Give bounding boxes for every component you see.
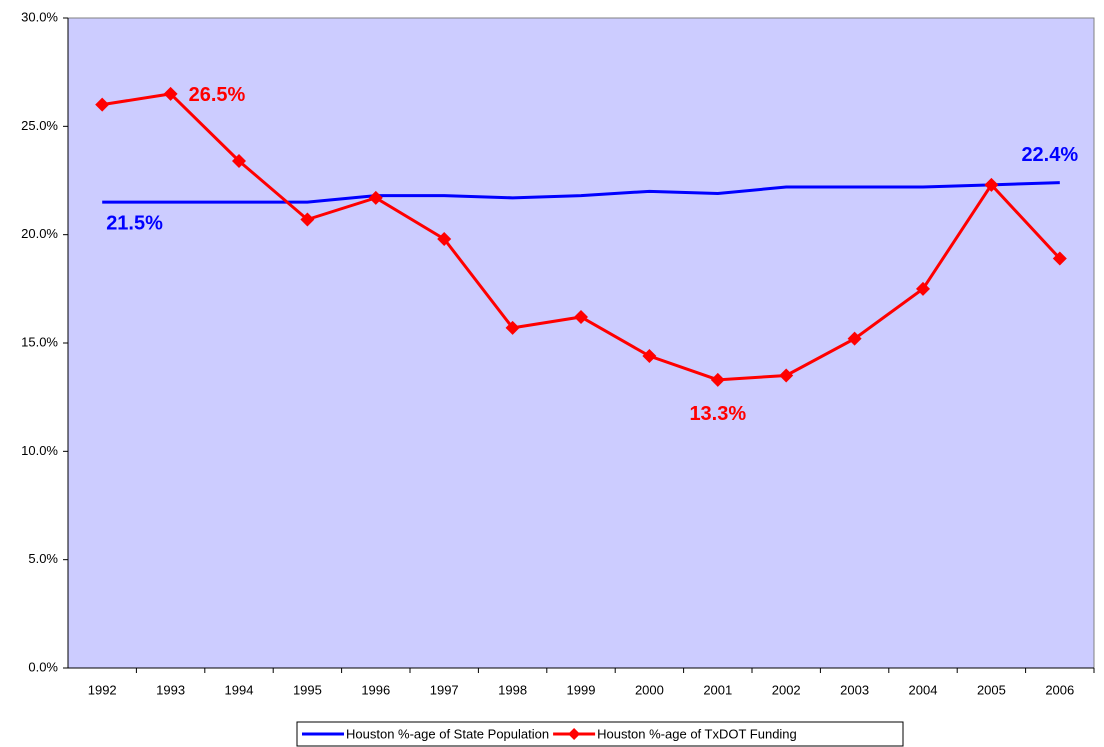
x-tick-label: 1999 xyxy=(567,682,596,697)
x-tick-label: 1993 xyxy=(156,682,185,697)
x-tick-label: 1995 xyxy=(293,682,322,697)
y-tick-label: 15.0% xyxy=(21,334,58,349)
y-tick-label: 5.0% xyxy=(28,551,58,566)
data-label: 21.5% xyxy=(106,212,163,234)
x-tick-label: 1996 xyxy=(361,682,390,697)
point-marker xyxy=(232,154,246,168)
point-marker xyxy=(710,372,725,387)
point-marker xyxy=(163,86,178,101)
y-tick-label: 10.0% xyxy=(21,443,58,458)
x-tick-label: 2000 xyxy=(635,682,664,697)
x-tick-label: 2006 xyxy=(1045,682,1074,697)
point-marker xyxy=(642,349,657,363)
y-tick-label: 30.0% xyxy=(21,9,58,24)
x-tick-label: 1998 xyxy=(498,682,527,697)
x-tick-label: 2005 xyxy=(977,682,1006,697)
y-tick-label: 0.0% xyxy=(28,659,58,674)
x-tick-label: 1997 xyxy=(430,682,459,697)
point-marker xyxy=(300,212,315,227)
legend-label: Houston %-age of State Population xyxy=(346,726,549,741)
data-label: 22.4% xyxy=(1021,144,1078,166)
point-marker xyxy=(1052,251,1067,266)
x-tick-label: 2001 xyxy=(703,682,732,697)
legend-marker xyxy=(568,728,581,740)
legend-label: Houston %-age of TxDOT Funding xyxy=(597,726,797,741)
data-label: 26.5% xyxy=(189,84,246,106)
x-tick-label: 2004 xyxy=(909,682,938,697)
plot-area xyxy=(67,17,1095,669)
point-marker xyxy=(779,368,794,383)
point-marker xyxy=(505,320,520,335)
point-marker xyxy=(95,97,110,112)
x-tick-label: 2003 xyxy=(840,682,869,697)
x-tick-label: 2002 xyxy=(772,682,801,697)
point-marker xyxy=(847,331,862,346)
series-line xyxy=(102,181,1060,204)
point-marker xyxy=(368,190,383,205)
legend: Houston %-age of State Population Houston… xyxy=(296,721,904,747)
point-marker xyxy=(574,310,588,324)
x-tick-label: 1992 xyxy=(88,682,117,697)
data-label: 13.3% xyxy=(689,403,746,425)
y-tick-label: 25.0% xyxy=(21,118,58,133)
point-marker xyxy=(984,177,999,192)
y-tick-label: 20.0% xyxy=(21,226,58,241)
legend-box xyxy=(296,721,904,747)
point-marker xyxy=(437,232,452,246)
x-tick-label: 1994 xyxy=(225,682,254,697)
point-marker xyxy=(916,281,930,296)
